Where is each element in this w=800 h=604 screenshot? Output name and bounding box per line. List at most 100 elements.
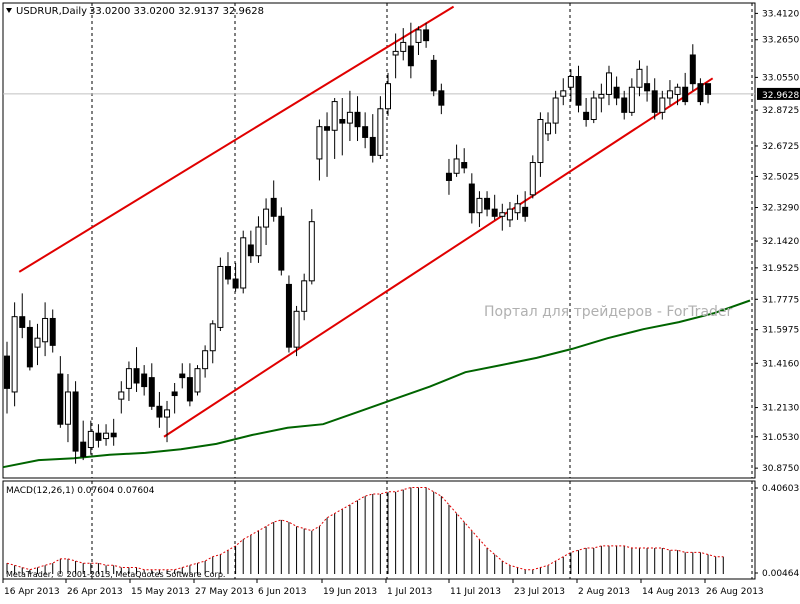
candle[interactable] — [316, 119, 323, 181]
candle[interactable] — [19, 293, 26, 339]
candle[interactable] — [125, 361, 132, 401]
candle[interactable] — [141, 365, 148, 396]
chart-dropdown-arrow-icon[interactable] — [6, 8, 12, 13]
candle[interactable] — [339, 98, 346, 156]
candle[interactable] — [415, 26, 422, 55]
candle[interactable] — [103, 424, 110, 446]
candle[interactable] — [682, 72, 689, 106]
candle[interactable] — [705, 83, 712, 104]
candle[interactable] — [362, 112, 369, 149]
candle[interactable] — [575, 65, 582, 113]
candle[interactable] — [545, 112, 552, 142]
candle[interactable] — [666, 80, 673, 106]
candle[interactable] — [392, 33, 399, 79]
candle[interactable] — [278, 207, 285, 276]
candle[interactable] — [133, 347, 140, 392]
candle[interactable] — [34, 323, 41, 366]
upper-channel-line[interactable] — [18, 5, 455, 273]
candle[interactable] — [598, 83, 605, 113]
price-axis[interactable]: 30.8750 31.0530 31.2130 31.4160 31.5975 31.77… — [755, 9, 799, 474]
candle[interactable] — [621, 90, 628, 120]
candle[interactable] — [148, 363, 155, 410]
candle[interactable] — [346, 90, 353, 142]
candle[interactable] — [186, 363, 193, 407]
candle[interactable] — [80, 420, 87, 461]
candle[interactable] — [400, 28, 407, 61]
candle[interactable] — [484, 191, 491, 217]
candle[interactable] — [590, 90, 597, 124]
candle[interactable] — [324, 112, 331, 177]
candle[interactable] — [461, 148, 468, 174]
candle[interactable] — [583, 98, 590, 127]
candle[interactable] — [529, 155, 536, 199]
candle[interactable] — [209, 320, 216, 364]
candle[interactable] — [11, 302, 18, 407]
candle[interactable] — [659, 90, 666, 120]
candle[interactable] — [552, 90, 559, 134]
candle[interactable] — [331, 98, 338, 159]
candle[interactable] — [293, 305, 300, 357]
lower-channel-line[interactable] — [163, 77, 714, 438]
candle[interactable] — [64, 374, 71, 443]
candle[interactable] — [613, 76, 620, 106]
candle[interactable] — [72, 381, 79, 464]
candle[interactable] — [430, 54, 437, 97]
candle[interactable] — [224, 252, 231, 285]
candle[interactable] — [674, 83, 681, 106]
candle[interactable] — [354, 96, 361, 142]
candle[interactable] — [26, 320, 33, 371]
candles[interactable] — [4, 22, 712, 464]
candle[interactable] — [438, 83, 445, 115]
candle[interactable] — [476, 191, 483, 228]
candle[interactable] — [514, 194, 521, 220]
candle[interactable] — [506, 201, 513, 228]
candle[interactable] — [240, 230, 247, 294]
candle[interactable] — [179, 363, 186, 389]
candle[interactable] — [87, 420, 94, 455]
candle[interactable] — [285, 275, 292, 353]
candle[interactable] — [4, 341, 10, 414]
candle[interactable] — [270, 180, 277, 222]
candle[interactable] — [537, 112, 544, 177]
candle[interactable] — [636, 60, 643, 97]
candle[interactable] — [217, 257, 224, 332]
candle[interactable] — [644, 65, 651, 102]
candle[interactable] — [164, 400, 171, 443]
candle[interactable] — [689, 44, 696, 91]
candle[interactable] — [377, 96, 384, 159]
candle[interactable] — [110, 418, 117, 446]
candle[interactable] — [445, 158, 452, 195]
candle[interactable] — [247, 230, 254, 263]
candle[interactable] — [49, 309, 56, 353]
candle[interactable] — [651, 78, 658, 120]
candle[interactable] — [605, 65, 612, 106]
candle[interactable] — [369, 114, 376, 163]
candle[interactable] — [301, 273, 308, 321]
candle[interactable] — [156, 391, 163, 428]
candle[interactable] — [202, 345, 209, 378]
candle[interactable] — [407, 22, 414, 79]
candle[interactable] — [171, 383, 178, 414]
candle[interactable] — [560, 78, 567, 106]
candle[interactable] — [468, 173, 475, 224]
candle[interactable] — [499, 203, 506, 231]
candle[interactable] — [567, 69, 574, 102]
candle[interactable] — [118, 381, 125, 414]
candle[interactable] — [491, 194, 498, 220]
candle[interactable] — [194, 365, 201, 396]
date-axis[interactable]: 16 Apr 2013 26 Apr 2013 15 May 2013 27 May … — [2, 579, 764, 597]
candle[interactable] — [232, 262, 239, 292]
candle[interactable] — [385, 72, 391, 116]
candle[interactable] — [308, 209, 315, 285]
candle[interactable] — [263, 198, 270, 245]
candle[interactable] — [628, 78, 635, 116]
candle[interactable] — [42, 302, 49, 357]
candle[interactable] — [522, 191, 529, 222]
candle[interactable] — [57, 356, 64, 428]
candle[interactable] — [697, 78, 704, 106]
candle[interactable] — [423, 22, 430, 48]
candle[interactable] — [255, 216, 262, 263]
candle[interactable] — [453, 144, 460, 177]
